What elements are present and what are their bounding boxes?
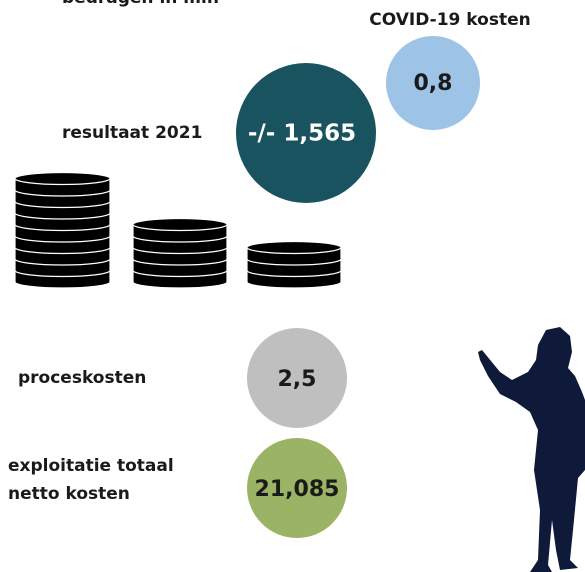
result-value: -/- 1,565 <box>248 121 356 147</box>
coin-top <box>246 240 342 255</box>
exploitation-value: 21,085 <box>255 477 340 502</box>
process-circle <box>247 328 347 428</box>
result-circle <box>236 63 376 203</box>
exploitation-circle <box>247 438 347 538</box>
process-label: proceskosten <box>18 368 146 388</box>
result-label: resultaat 2021 <box>62 123 202 143</box>
coin-top <box>14 171 111 186</box>
coin-stacks <box>14 171 342 289</box>
exploitation-label-line: exploitatie totaal <box>8 456 174 476</box>
process-value: 2,5 <box>278 367 317 392</box>
exploitation-label-line: netto kosten <box>8 484 130 504</box>
woman-silhouette <box>478 327 585 572</box>
coin-top <box>132 217 228 232</box>
note: bedragen in mln <box>62 0 219 8</box>
covid-circle <box>386 36 480 130</box>
covid-label: COVID-19 kosten <box>369 10 530 30</box>
covid-value: 0,8 <box>414 71 453 96</box>
